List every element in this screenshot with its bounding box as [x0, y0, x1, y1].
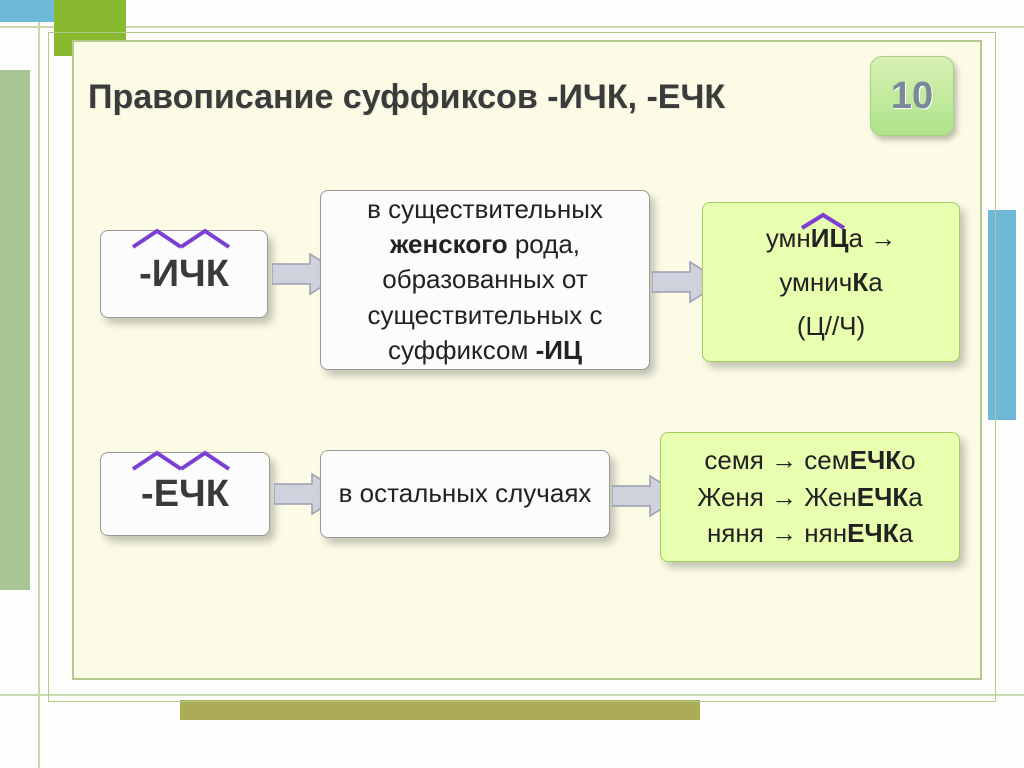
suffix-label: -ЕЧК [141, 473, 229, 516]
suffix-box-echk: -ЕЧК [100, 452, 270, 536]
example-text: умнИЦа → умничКа(Ц//Ч) [766, 216, 896, 349]
example-text: семя → семЕЧКоЖеня → ЖенЕЧКаняня → нянЕЧ… [697, 442, 923, 551]
rule-box-echk: в остальных случаях [320, 450, 610, 538]
rule-text: в существительных женского рода, образов… [335, 192, 635, 367]
example-box-ichk: умнИЦа → умничКа(Ц//Ч) [702, 202, 960, 362]
decor-left-bar [0, 70, 30, 590]
decor-line [0, 26, 1024, 28]
example-box-echk: семя → семЕЧКоЖеня → ЖенЕЧКаняня → нянЕЧ… [660, 432, 960, 562]
page-number-badge: 10 [870, 56, 954, 136]
slide-title: Правописание суффиксов -ИЧК, -ЕЧК [88, 78, 938, 117]
chevron-icon [799, 211, 847, 231]
decor-line [38, 0, 40, 768]
rule-box-ichk: в существительных женского рода, образов… [320, 190, 650, 370]
slide-stage: Правописание суффиксов -ИЧК, -ЕЧК 10 -ИЧ… [0, 0, 1024, 768]
decor-olive-bar [180, 700, 700, 720]
chevron-icon [129, 225, 233, 251]
suffix-box-ichk: -ИЧК [100, 230, 268, 318]
suffix-label: -ИЧК [139, 253, 229, 296]
chevron-icon [129, 447, 233, 473]
rule-text: в остальных случаях [339, 476, 592, 511]
